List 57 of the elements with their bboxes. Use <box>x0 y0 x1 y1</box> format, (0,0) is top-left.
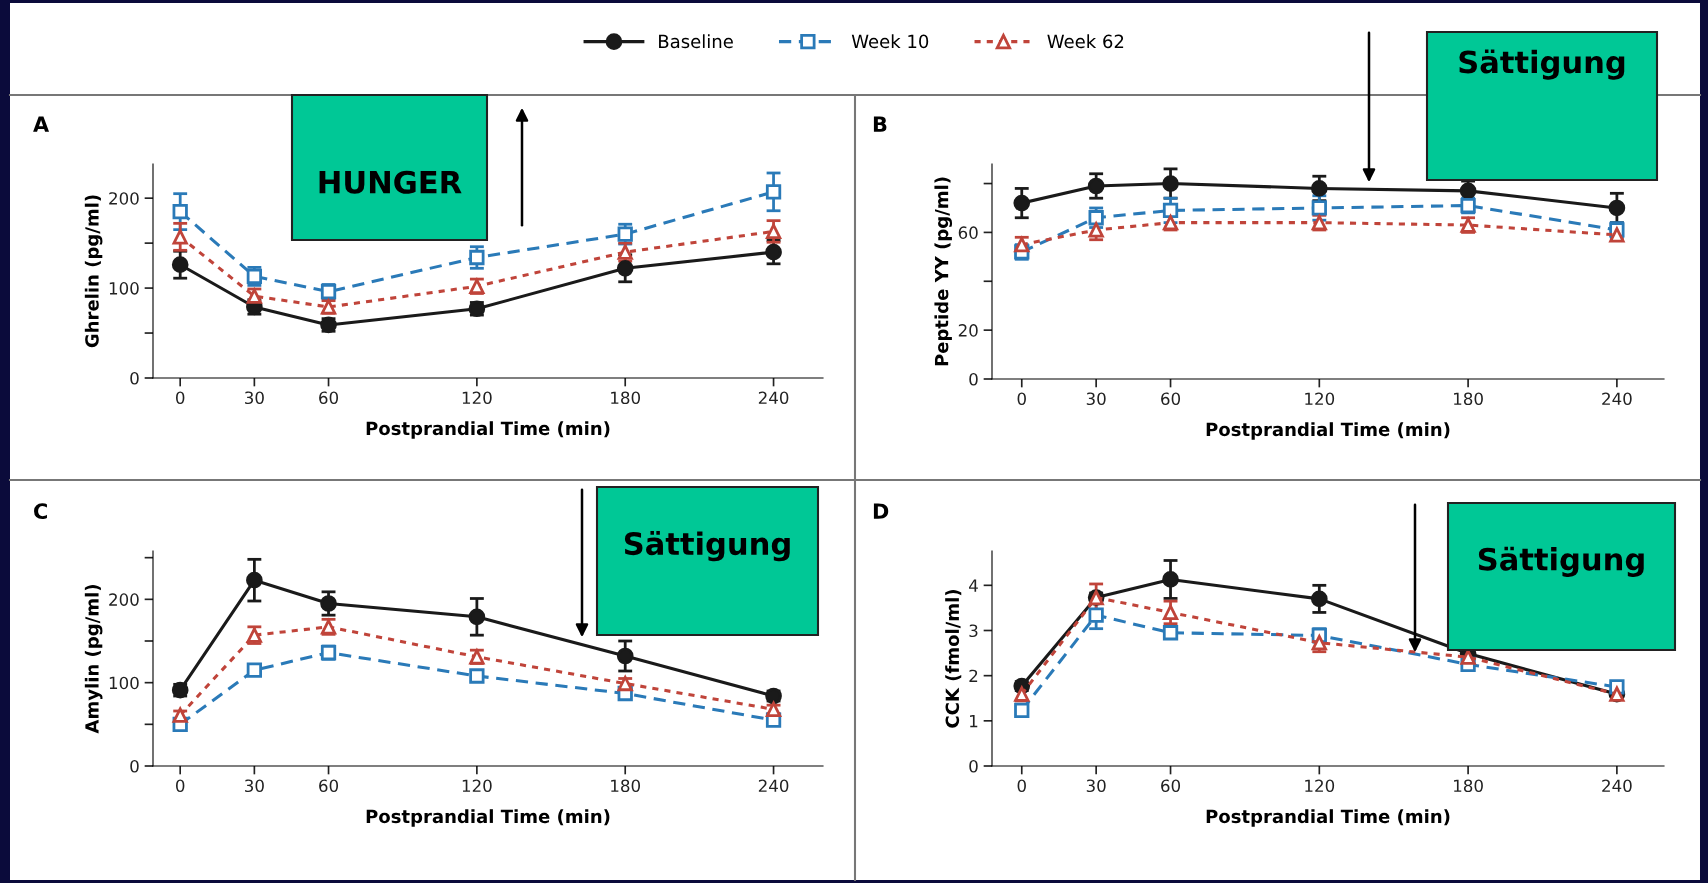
x-tick-label: 240 <box>758 779 789 793</box>
y-axis-title: CCK (fmol/ml) <box>945 589 962 728</box>
x-axis-title: Postprandial Time (min) <box>366 809 610 827</box>
annotation: Sättigung <box>1478 546 1644 577</box>
legend-label: Week 62 <box>1047 34 1124 49</box>
x-tick-label: 120 <box>462 779 492 793</box>
annotation: HUNGER <box>319 170 462 194</box>
x-tick-label: 60 <box>319 391 339 405</box>
x-tick-label: 0 <box>175 779 185 793</box>
x-tick-label: 240 <box>758 391 789 405</box>
y-tick-label: 0 <box>969 372 978 386</box>
y-axis-title: Peptide YY (pg/ml) <box>934 177 953 366</box>
x-tick-label: 30 <box>1086 779 1106 793</box>
x-tick-label: 120 <box>1305 392 1335 406</box>
x-tick-label: 120 <box>1305 779 1335 793</box>
x-tick-label: 30 <box>1086 392 1106 406</box>
y-tick-label: 0 <box>969 759 978 773</box>
y-tick-label: 60 <box>958 226 978 239</box>
y-tick-label: 100 <box>109 282 139 295</box>
x-axis-title: Postprandial Time (min) <box>1206 422 1450 440</box>
x-tick-label: 30 <box>245 779 264 793</box>
legend-label: Baseline <box>659 34 733 49</box>
legend-label: Week 10 <box>851 34 929 49</box>
y-tick-label: 4 <box>969 579 978 592</box>
x-tick-label: 240 <box>1602 779 1632 793</box>
x-tick-label: 0 <box>175 391 185 405</box>
x-tick-label: 180 <box>611 779 641 793</box>
annotation: Sättigung <box>624 531 790 562</box>
x-tick-label: 240 <box>1602 392 1632 406</box>
x-tick-label: 60 <box>1161 779 1181 793</box>
y-tick-label: 2 <box>969 669 978 682</box>
y-tick-label: 200 <box>109 192 139 205</box>
x-tick-label: 60 <box>319 779 339 793</box>
chart-title: C <box>34 503 47 520</box>
x-tick-label: 0 <box>1017 779 1026 793</box>
y-tick-label: 100 <box>109 676 139 690</box>
x-tick-label: 0 <box>1017 392 1026 406</box>
y-tick-label: 1 <box>970 715 978 728</box>
x-tick-label: 30 <box>245 391 264 405</box>
x-tick-label: 120 <box>462 391 492 405</box>
x-tick-label: 60 <box>1161 392 1181 406</box>
y-axis-title: Amylin (pg/ml) <box>84 585 103 734</box>
x-tick-label: 180 <box>611 391 641 405</box>
x-axis-title: Postprandial Time (min) <box>1206 809 1450 827</box>
y-tick-label: 3 <box>969 624 978 638</box>
x-tick-label: 180 <box>1454 392 1483 406</box>
x-axis-title: Postprandial Time (min) <box>366 421 610 439</box>
y-tick-label: 200 <box>109 593 139 606</box>
text: Sättigung <box>1459 49 1625 80</box>
y-axis-title: Ghrelin (pg/ml) <box>84 195 103 348</box>
chart-title: B <box>873 116 887 132</box>
x-tick-label: 180 <box>1454 779 1483 793</box>
chart-title: D <box>873 503 889 519</box>
chart-title: A <box>33 116 50 132</box>
y-tick-label: 20 <box>958 324 978 337</box>
y-tick-label: 0 <box>130 759 139 773</box>
y-tick-label: 0 <box>130 371 139 385</box>
